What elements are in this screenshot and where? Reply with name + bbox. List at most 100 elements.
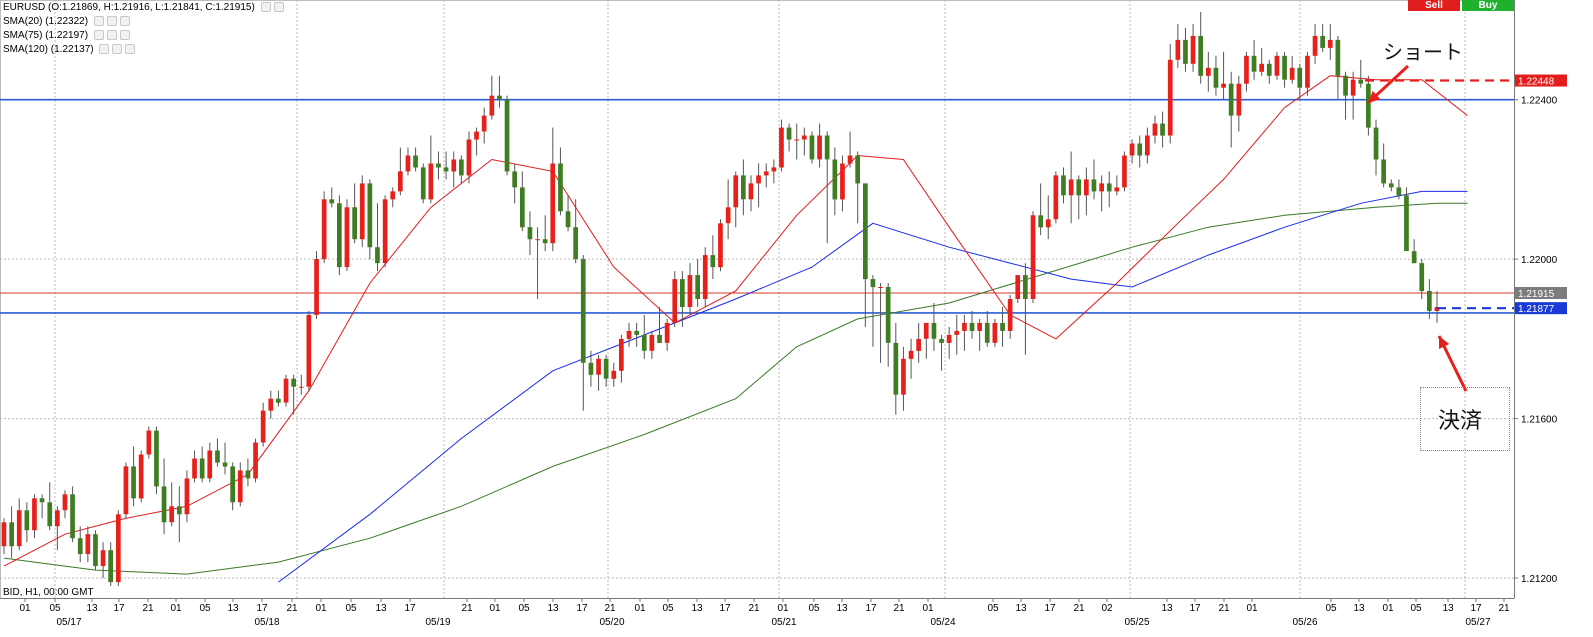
sell-button[interactable]: Sell bbox=[1408, 0, 1460, 11]
candle-body bbox=[771, 167, 777, 172]
hour-tick-label: 05 bbox=[49, 603, 61, 614]
candle-body bbox=[359, 183, 365, 240]
candle-body bbox=[138, 454, 144, 499]
price-badge bbox=[1515, 74, 1567, 87]
date-label: 05/19 bbox=[425, 617, 450, 628]
candle-body bbox=[1373, 127, 1379, 160]
candle-body bbox=[1419, 263, 1425, 291]
candle-body bbox=[24, 510, 30, 531]
candle-body bbox=[916, 338, 921, 351]
candle-body bbox=[1427, 291, 1432, 311]
candle-body bbox=[39, 498, 45, 503]
candle-body bbox=[207, 450, 213, 479]
hour-tick-label: 21 bbox=[1218, 603, 1230, 614]
hour-tick-label: 21 bbox=[461, 603, 473, 614]
price-tick-label: 1.21200 bbox=[1521, 574, 1558, 585]
hour-tick-label: 01 bbox=[315, 603, 327, 614]
candle-body bbox=[977, 322, 982, 331]
annotation-short: ショート bbox=[1383, 40, 1463, 64]
candle-body bbox=[1221, 83, 1226, 88]
candle-body bbox=[459, 159, 464, 176]
candle-body bbox=[1015, 275, 1021, 299]
hour-tick-label: 01 bbox=[1382, 603, 1394, 614]
candle-body bbox=[1129, 143, 1135, 156]
candle-body bbox=[809, 135, 815, 160]
candle-body bbox=[192, 458, 197, 479]
price-label-gray: 1.21915 bbox=[1515, 287, 1567, 300]
candle-body bbox=[1289, 67, 1295, 80]
candle-body bbox=[1030, 215, 1036, 299]
short-arrow-head bbox=[1368, 90, 1381, 103]
candle-body bbox=[893, 342, 899, 395]
candle-body bbox=[603, 358, 609, 379]
settle-arrow-head bbox=[1439, 336, 1450, 349]
price-badge bbox=[1515, 287, 1567, 300]
candle-body bbox=[641, 334, 647, 351]
symbol-ohlc-text: EURUSD (O:1.21869, H:1.21916, L:1.21841,… bbox=[3, 2, 255, 13]
candle-body bbox=[702, 255, 708, 299]
candle-body bbox=[390, 191, 396, 200]
close-icon[interactable] bbox=[119, 30, 130, 41]
date-label: 05/17 bbox=[56, 617, 81, 628]
candle-body bbox=[291, 378, 296, 387]
candle-body bbox=[1312, 35, 1318, 56]
candle-body bbox=[619, 338, 624, 371]
hour-tick-label: 21 bbox=[1498, 603, 1510, 614]
candle-body bbox=[1190, 35, 1196, 64]
eye-icon[interactable] bbox=[93, 16, 104, 27]
candle-body bbox=[1274, 55, 1280, 76]
price-label-red: 1.22448 bbox=[1515, 74, 1567, 88]
candle-body bbox=[260, 410, 266, 443]
hour-tick-label: 17 bbox=[404, 603, 416, 614]
candle-body bbox=[923, 322, 929, 339]
close-icon[interactable] bbox=[119, 16, 130, 27]
settings-icon[interactable] bbox=[112, 44, 123, 55]
eye-icon[interactable] bbox=[93, 30, 104, 41]
hour-tick-label: 17 bbox=[1470, 603, 1482, 614]
candle-body bbox=[1259, 63, 1264, 72]
candle-body bbox=[695, 275, 700, 299]
eye-icon[interactable] bbox=[99, 44, 110, 55]
candle-body bbox=[306, 314, 312, 387]
candle-body bbox=[1381, 159, 1386, 184]
settings-icon[interactable] bbox=[106, 30, 117, 41]
candle-body bbox=[70, 494, 75, 539]
candle-body bbox=[1266, 63, 1272, 76]
candle-body bbox=[718, 223, 723, 268]
candle-body bbox=[649, 334, 655, 351]
price-label-tick: 1.22400 bbox=[1514, 96, 1558, 107]
hour-tick-label: 01 bbox=[777, 603, 789, 614]
candle-body bbox=[520, 187, 525, 228]
candle-body bbox=[1152, 123, 1158, 136]
candle-body bbox=[283, 378, 289, 403]
hour-tick-label: 13 bbox=[1015, 603, 1027, 614]
close-icon[interactable] bbox=[125, 44, 136, 55]
candle-body bbox=[1045, 219, 1051, 228]
candle-body bbox=[786, 127, 792, 140]
candle-body bbox=[1236, 83, 1242, 116]
hour-tick-label: 05 bbox=[1325, 603, 1337, 614]
candle-body bbox=[1320, 35, 1325, 48]
candle-body bbox=[230, 466, 235, 503]
candle-body bbox=[512, 171, 517, 188]
candle-body bbox=[824, 135, 830, 160]
settings-icon[interactable] bbox=[106, 16, 117, 27]
close-icon[interactable] bbox=[273, 2, 284, 13]
candle-body bbox=[1, 522, 7, 547]
date-label: 05/25 bbox=[1124, 617, 1149, 628]
buy-button[interactable]: Buy bbox=[1462, 0, 1514, 11]
candle-body bbox=[1366, 83, 1371, 128]
hour-tick-label: 17 bbox=[719, 603, 731, 614]
candle-body bbox=[725, 207, 731, 224]
candle-body bbox=[1343, 75, 1348, 96]
candle-body bbox=[1198, 35, 1203, 76]
candle-body bbox=[184, 478, 190, 515]
candle-body bbox=[55, 510, 60, 527]
settings-icon[interactable] bbox=[260, 2, 271, 13]
candle-body bbox=[901, 358, 906, 395]
candle-body bbox=[954, 330, 960, 335]
candle-body bbox=[756, 175, 761, 184]
candle-body bbox=[1114, 187, 1120, 192]
candle-body bbox=[1145, 135, 1150, 156]
